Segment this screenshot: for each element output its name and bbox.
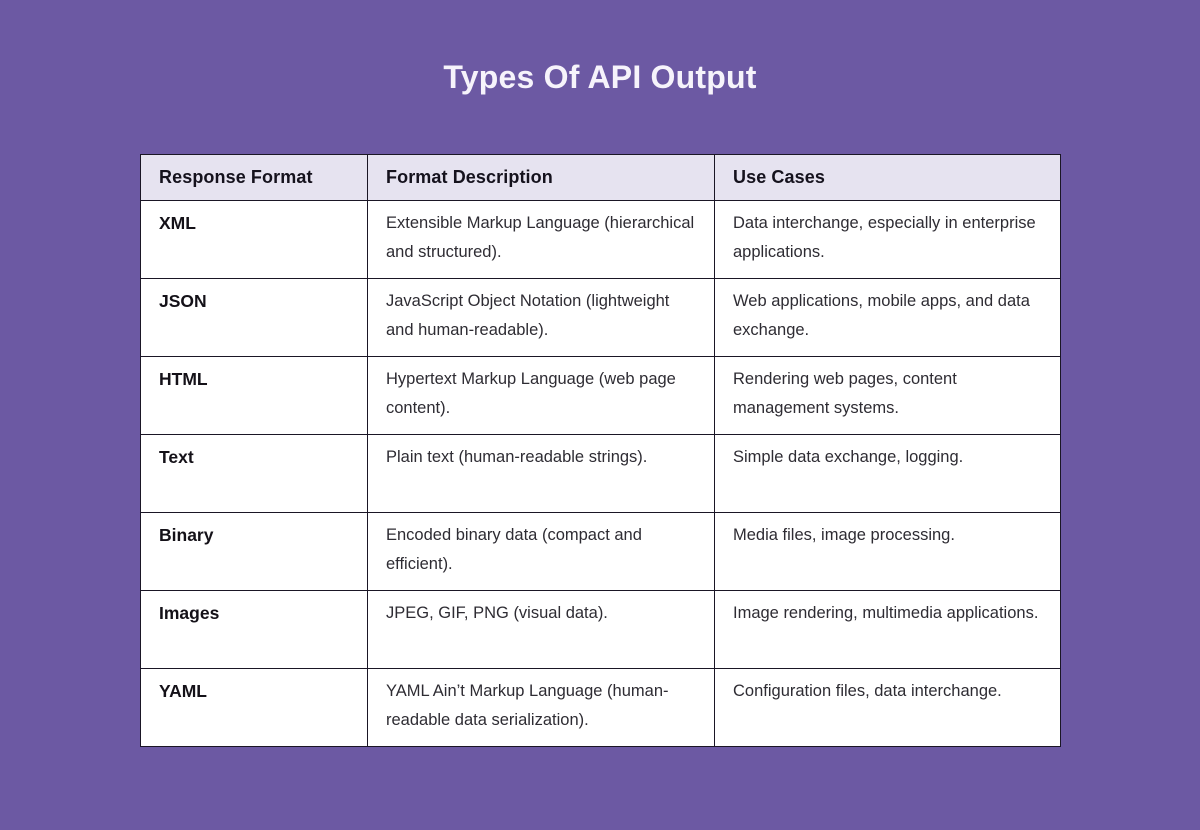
format-cell: HTML — [140, 356, 368, 435]
table-header-row: Response Format Format Description Use C… — [140, 154, 1061, 201]
table-row: YAML YAML Ain’t Markup Language (human-r… — [140, 668, 1061, 747]
use-cases-cell: Simple data exchange, logging. — [714, 434, 1061, 513]
description-cell: Hypertext Markup Language (web page cont… — [367, 356, 715, 435]
table-row: XML Extensible Markup Language (hierarch… — [140, 200, 1061, 279]
table-row: Binary Encoded binary data (compact and … — [140, 512, 1061, 591]
use-cases-cell: Configuration files, data interchange. — [714, 668, 1061, 747]
table-row: Images JPEG, GIF, PNG (visual data). Ima… — [140, 590, 1061, 669]
format-cell: YAML — [140, 668, 368, 747]
table-row: JSON JavaScript Object Notation (lightwe… — [140, 278, 1061, 357]
description-cell: Encoded binary data (compact and efficie… — [367, 512, 715, 591]
use-cases-cell: Web applications, mobile apps, and data … — [714, 278, 1061, 357]
format-cell: XML — [140, 200, 368, 279]
use-cases-cell: Image rendering, multimedia applications… — [714, 590, 1061, 669]
table-row: Text Plain text (human-readable strings)… — [140, 434, 1061, 513]
description-cell: Extensible Markup Language (hierarchical… — [367, 200, 715, 279]
format-cell: Text — [140, 434, 368, 513]
format-cell: JSON — [140, 278, 368, 357]
description-cell: Plain text (human-readable strings). — [367, 434, 715, 513]
format-cell: Images — [140, 590, 368, 669]
use-cases-cell: Media files, image processing. — [714, 512, 1061, 591]
page-title: Types Of API Output — [443, 59, 757, 95]
api-output-table: Response Format Format Description Use C… — [140, 154, 1061, 747]
column-header-use-cases: Use Cases — [714, 154, 1061, 201]
format-cell: Binary — [140, 512, 368, 591]
column-header-response-format: Response Format — [140, 154, 368, 201]
use-cases-cell: Rendering web pages, content management … — [714, 356, 1061, 435]
column-header-format-description: Format Description — [367, 154, 715, 201]
description-cell: JavaScript Object Notation (lightweight … — [367, 278, 715, 357]
description-cell: JPEG, GIF, PNG (visual data). — [367, 590, 715, 669]
description-cell: YAML Ain’t Markup Language (human-readab… — [367, 668, 715, 747]
use-cases-cell: Data interchange, especially in enterpri… — [714, 200, 1061, 279]
table-row: HTML Hypertext Markup Language (web page… — [140, 356, 1061, 435]
